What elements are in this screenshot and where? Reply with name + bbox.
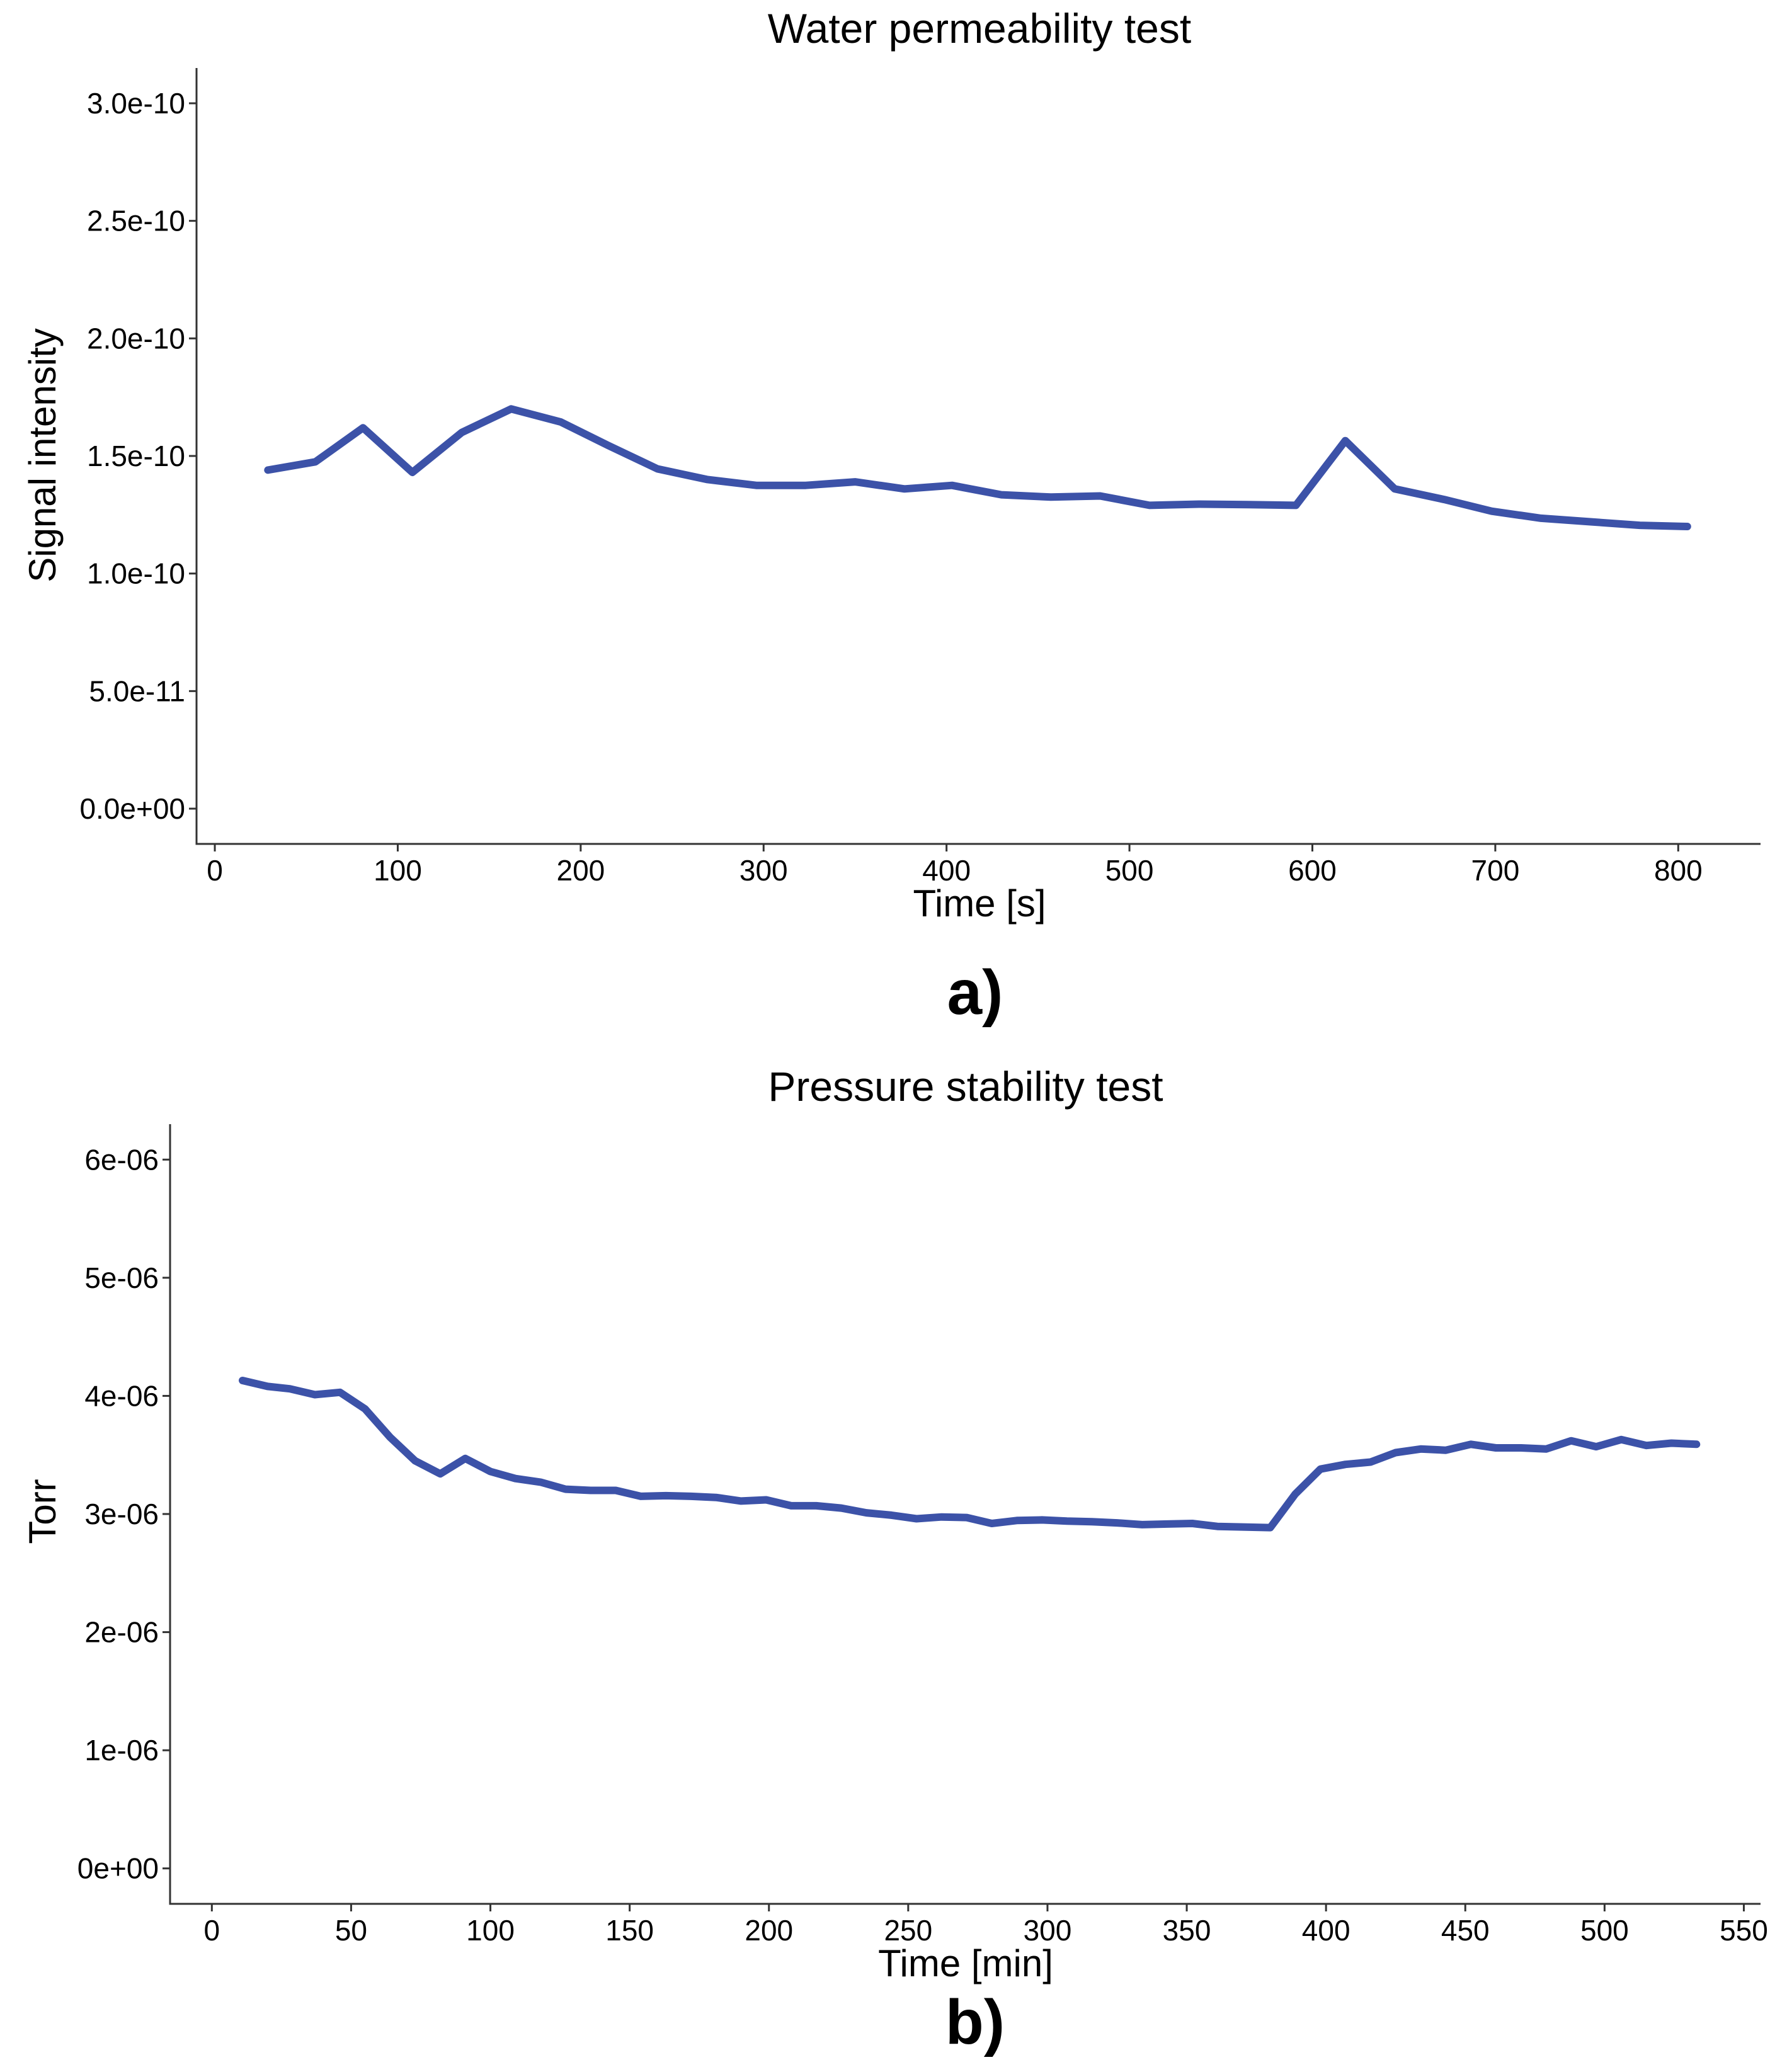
y-tick-label: 1.5e-10 — [87, 440, 185, 472]
y-tick-label: 1.0e-10 — [87, 557, 185, 590]
y-tick-label: 2.5e-10 — [87, 205, 185, 237]
x-tick-label: 600 — [1288, 854, 1337, 887]
y-tick-label: 0.0e+00 — [79, 792, 185, 825]
x-tick-label: 400 — [922, 854, 971, 887]
series-line — [264, 405, 1691, 530]
x-tick-label: 500 — [1105, 854, 1154, 887]
panel-label-a: a) — [947, 957, 1003, 1028]
tick-group: 0 100 200 300 400 500 600 700 800 0.0e+00 5.0e-11 1… — [79, 87, 1702, 887]
x-tick-label: 550 — [1720, 1914, 1768, 1947]
x-tick-label: 0 — [207, 854, 223, 887]
x-axis-label: Time [s] — [913, 882, 1046, 925]
x-tick-label: 300 — [1024, 1914, 1072, 1947]
series-line — [239, 1377, 1701, 1532]
chart-panel-a: Water permeability test Signal intensity… — [21, 5, 1761, 1028]
y-axis-label: Torr — [21, 1479, 64, 1544]
y-tick-label: 2e-06 — [84, 1616, 159, 1649]
y-tick-label: 5.0e-11 — [89, 675, 185, 707]
x-tick-label: 100 — [374, 854, 422, 887]
x-tick-label: 100 — [466, 1914, 515, 1947]
x-tick-label: 0 — [204, 1914, 220, 1947]
x-tick-label: 800 — [1654, 854, 1703, 887]
y-axis-label: Signal intensity — [21, 328, 64, 583]
x-tick-label: 500 — [1580, 1914, 1629, 1947]
axes-frame — [169, 1124, 1761, 1905]
chart-title: Water permeability test — [768, 5, 1191, 52]
x-tick-label: 50 — [335, 1914, 367, 1947]
y-tick-label: 4e-06 — [84, 1379, 159, 1412]
y-tick-label: 1e-06 — [84, 1734, 159, 1767]
x-tick-label: 200 — [745, 1914, 793, 1947]
x-tick-label: 450 — [1441, 1914, 1490, 1947]
chart-title: Pressure stability test — [768, 1063, 1163, 1110]
chart-panel-b: Pressure stability test Torr Time [min] … — [21, 1063, 1768, 2058]
y-tick-label: 3e-06 — [84, 1498, 159, 1530]
x-tick-label: 400 — [1302, 1914, 1350, 1947]
x-tick-label: 150 — [605, 1914, 654, 1947]
tick-group: 0 50 100 150 200 250 300 350 400 450 500 550 0e+00 1e… — [77, 1143, 1768, 1947]
x-tick-label: 300 — [739, 854, 788, 887]
y-tick-label: 0e+00 — [77, 1852, 159, 1885]
y-tick-label: 3.0e-10 — [87, 87, 185, 120]
x-tick-label: 200 — [556, 854, 605, 887]
x-axis-label: Time [min] — [878, 1942, 1053, 1984]
y-tick-label: 5e-06 — [84, 1261, 159, 1294]
axes-frame — [195, 68, 1761, 845]
x-tick-label: 250 — [884, 1914, 932, 1947]
y-tick-label: 2.0e-10 — [87, 322, 185, 355]
y-tick-label: 6e-06 — [84, 1143, 159, 1176]
x-tick-label: 700 — [1471, 854, 1520, 887]
panel-label-b: b) — [945, 1987, 1005, 2058]
x-tick-label: 350 — [1163, 1914, 1211, 1947]
